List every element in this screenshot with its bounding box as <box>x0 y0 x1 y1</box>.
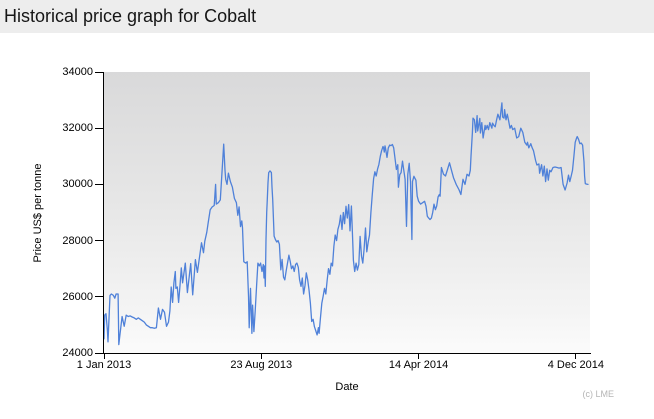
x-tick <box>103 354 105 359</box>
title-bar: Historical price graph for Cobalt <box>0 0 654 33</box>
y-axis-title: Price US$ per tonne <box>32 163 44 263</box>
y-tick <box>95 296 103 298</box>
x-tick <box>418 354 420 359</box>
x-tick <box>575 354 577 359</box>
y-tick-label: 26000 <box>62 290 93 303</box>
x-tick-label: 14 Apr 2014 <box>388 359 449 371</box>
x-axis-title: Date <box>335 381 359 393</box>
page-title: Historical price graph for Cobalt <box>4 6 257 26</box>
y-tick <box>95 352 103 354</box>
y-tick-label: 28000 <box>62 234 93 247</box>
y-axis-spine <box>103 72 104 354</box>
copyright-label: (c) LME <box>582 389 615 399</box>
price-line-series <box>103 102 589 346</box>
price-chart: 24000 26000 28000 30000 32000 34000 1 Jan 2013… <box>0 33 654 419</box>
y-tick <box>95 183 103 185</box>
x-tick-label: 1 Jan 2013 <box>76 359 132 371</box>
x-tick-label: 4 Dec 2014 <box>547 359 604 371</box>
y-tick-label: 34000 <box>62 66 93 78</box>
y-tick <box>95 71 103 73</box>
y-tick-label: 30000 <box>62 178 93 191</box>
y-tick-label: 24000 <box>62 347 93 359</box>
x-tick-label: 23 Aug 2013 <box>230 359 293 371</box>
y-tick-label: 32000 <box>62 122 93 135</box>
y-tick <box>95 127 103 129</box>
x-axis-spine <box>103 353 591 354</box>
cobalt-price-line <box>103 102 589 346</box>
y-tick <box>95 240 103 242</box>
x-tick <box>260 354 262 359</box>
